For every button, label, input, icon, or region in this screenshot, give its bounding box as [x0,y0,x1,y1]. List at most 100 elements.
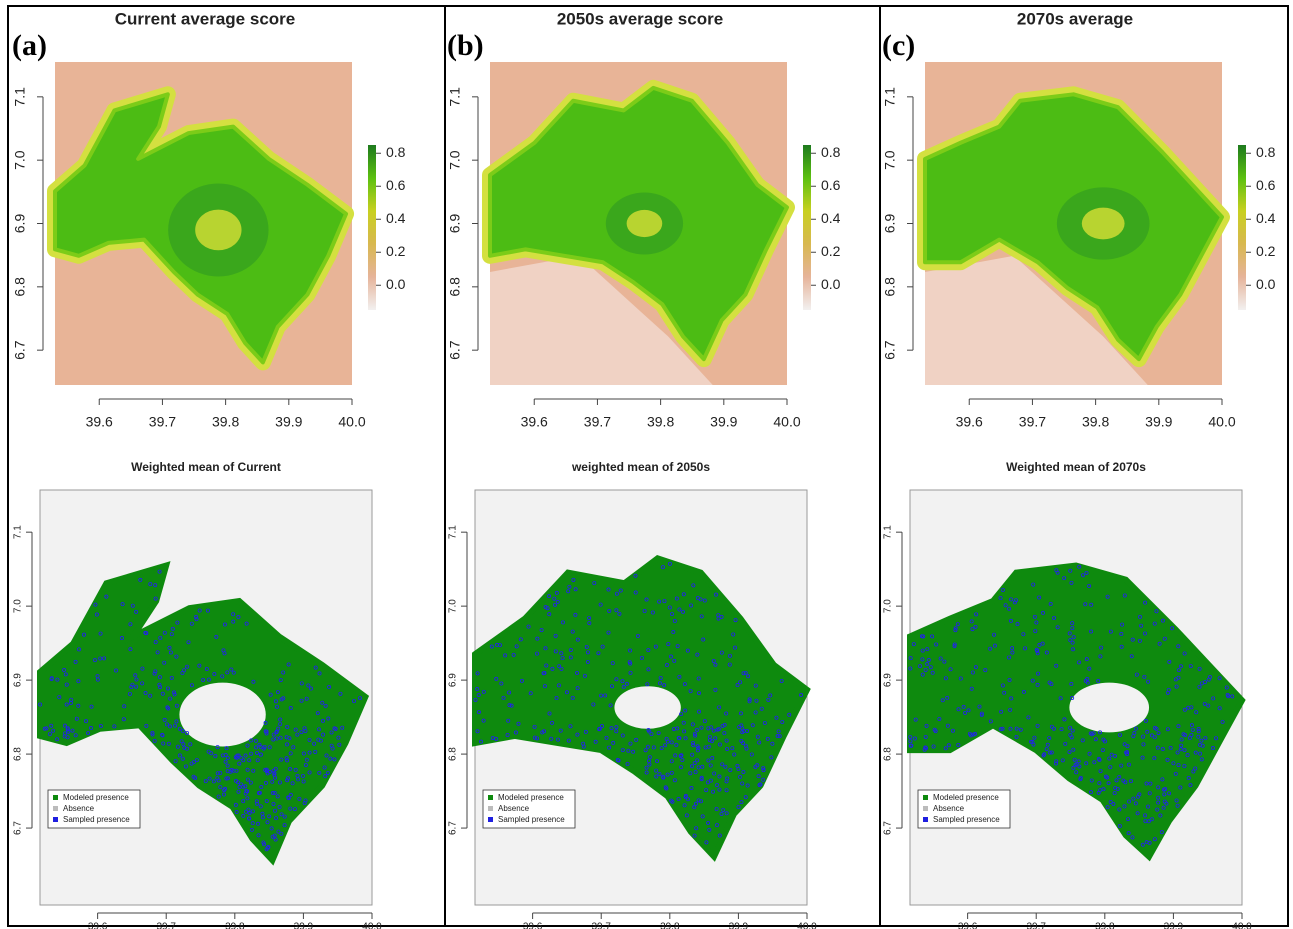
sample-point [186,640,191,645]
sample-point [260,811,265,816]
colorbar-label: 0.4 [821,210,841,226]
sample-point [1182,651,1187,656]
x-tick-label: 39.9 [294,922,314,929]
sample-point [158,635,163,640]
y-tick-label: 6.9 [13,673,24,687]
sample-point [665,772,670,777]
sample-point [1157,641,1162,646]
sample-point [1111,802,1116,807]
sample-point [241,784,246,789]
sample-point [1146,819,1151,824]
sample-point [689,786,694,791]
sample-point [770,741,775,746]
sample-point [699,777,704,782]
sample-point [1076,759,1081,764]
sample-point [1105,775,1110,780]
low-zone [925,255,1148,385]
sample-point [1165,757,1170,762]
sample-point [614,725,619,730]
sample-point [256,833,261,838]
sample-point [288,706,293,711]
sample-point [787,712,792,717]
sample-point [285,758,290,763]
sample-point [680,758,685,763]
sample-point [738,774,743,779]
sample-point [738,711,743,716]
sample-point [73,733,78,738]
sample-point [635,633,640,638]
legend-swatch [923,795,928,800]
sample-point [1230,694,1235,699]
sample-point [1000,587,1005,592]
sample-point [625,761,630,766]
absence-hole [614,686,681,729]
sample-point [761,766,766,771]
colorbar-label: 0.0 [386,276,406,292]
sample-point [160,733,165,738]
sample-point [144,723,149,728]
sample-point [1196,727,1201,732]
sample-point [1156,731,1161,736]
sample-point [307,738,312,743]
sample-point [1173,771,1178,776]
sample-point [662,599,667,604]
sample-point [607,608,612,613]
sample-point [1152,837,1157,842]
sample-point [130,603,135,608]
sample-point [152,671,157,676]
sample-point [765,736,770,741]
sample-point [168,696,173,701]
sample-point [134,684,139,689]
sample-point [1088,790,1093,795]
sample-point [606,587,611,592]
sample-point [62,723,67,728]
sample-point [255,758,260,763]
sample-point [1162,792,1167,797]
sample-point [1085,680,1090,685]
sample-point [702,719,707,724]
sample-point [189,683,194,688]
sample-point [179,739,184,744]
y-tick-label: 6.9 [882,214,898,234]
sample-point [600,644,605,649]
sample-point [583,729,588,734]
sample-point [720,762,725,767]
sample-point [614,591,619,596]
sample-point [1098,730,1103,735]
sample-point [1174,798,1179,803]
sample-point [709,739,714,744]
sample-point [245,796,250,801]
sample-point [1211,696,1216,701]
sample-point [1144,840,1149,845]
sample-point [777,734,782,739]
sample-point [1145,729,1150,734]
sample-point [275,794,280,799]
x-tick-label: 39.8 [225,922,245,929]
sample-point [967,731,972,736]
sample-point [328,756,333,761]
sample-point [239,782,244,787]
legend-swatch [488,806,493,811]
sample-point [1182,763,1187,768]
sample-point [165,686,170,691]
sample-point [1203,680,1208,685]
sample-point [235,780,240,785]
sample-point [721,807,726,812]
y-tick-label: 7.0 [882,150,898,170]
sample-point [475,687,480,692]
sample-point [68,701,73,706]
sample-point [672,658,677,663]
sample-point [222,622,227,627]
sample-point [177,726,182,731]
sample-point [1165,727,1170,732]
sample-point [164,722,169,727]
sample-point [542,684,547,689]
sample-point [222,788,227,793]
sample-point [977,704,982,709]
y-tick-label: 6.9 [448,673,459,687]
sample-point [942,659,947,664]
x-tick-label: 40.0 [338,414,365,430]
sample-point [271,732,276,737]
sample-point [719,614,724,619]
sample-point [614,729,619,734]
